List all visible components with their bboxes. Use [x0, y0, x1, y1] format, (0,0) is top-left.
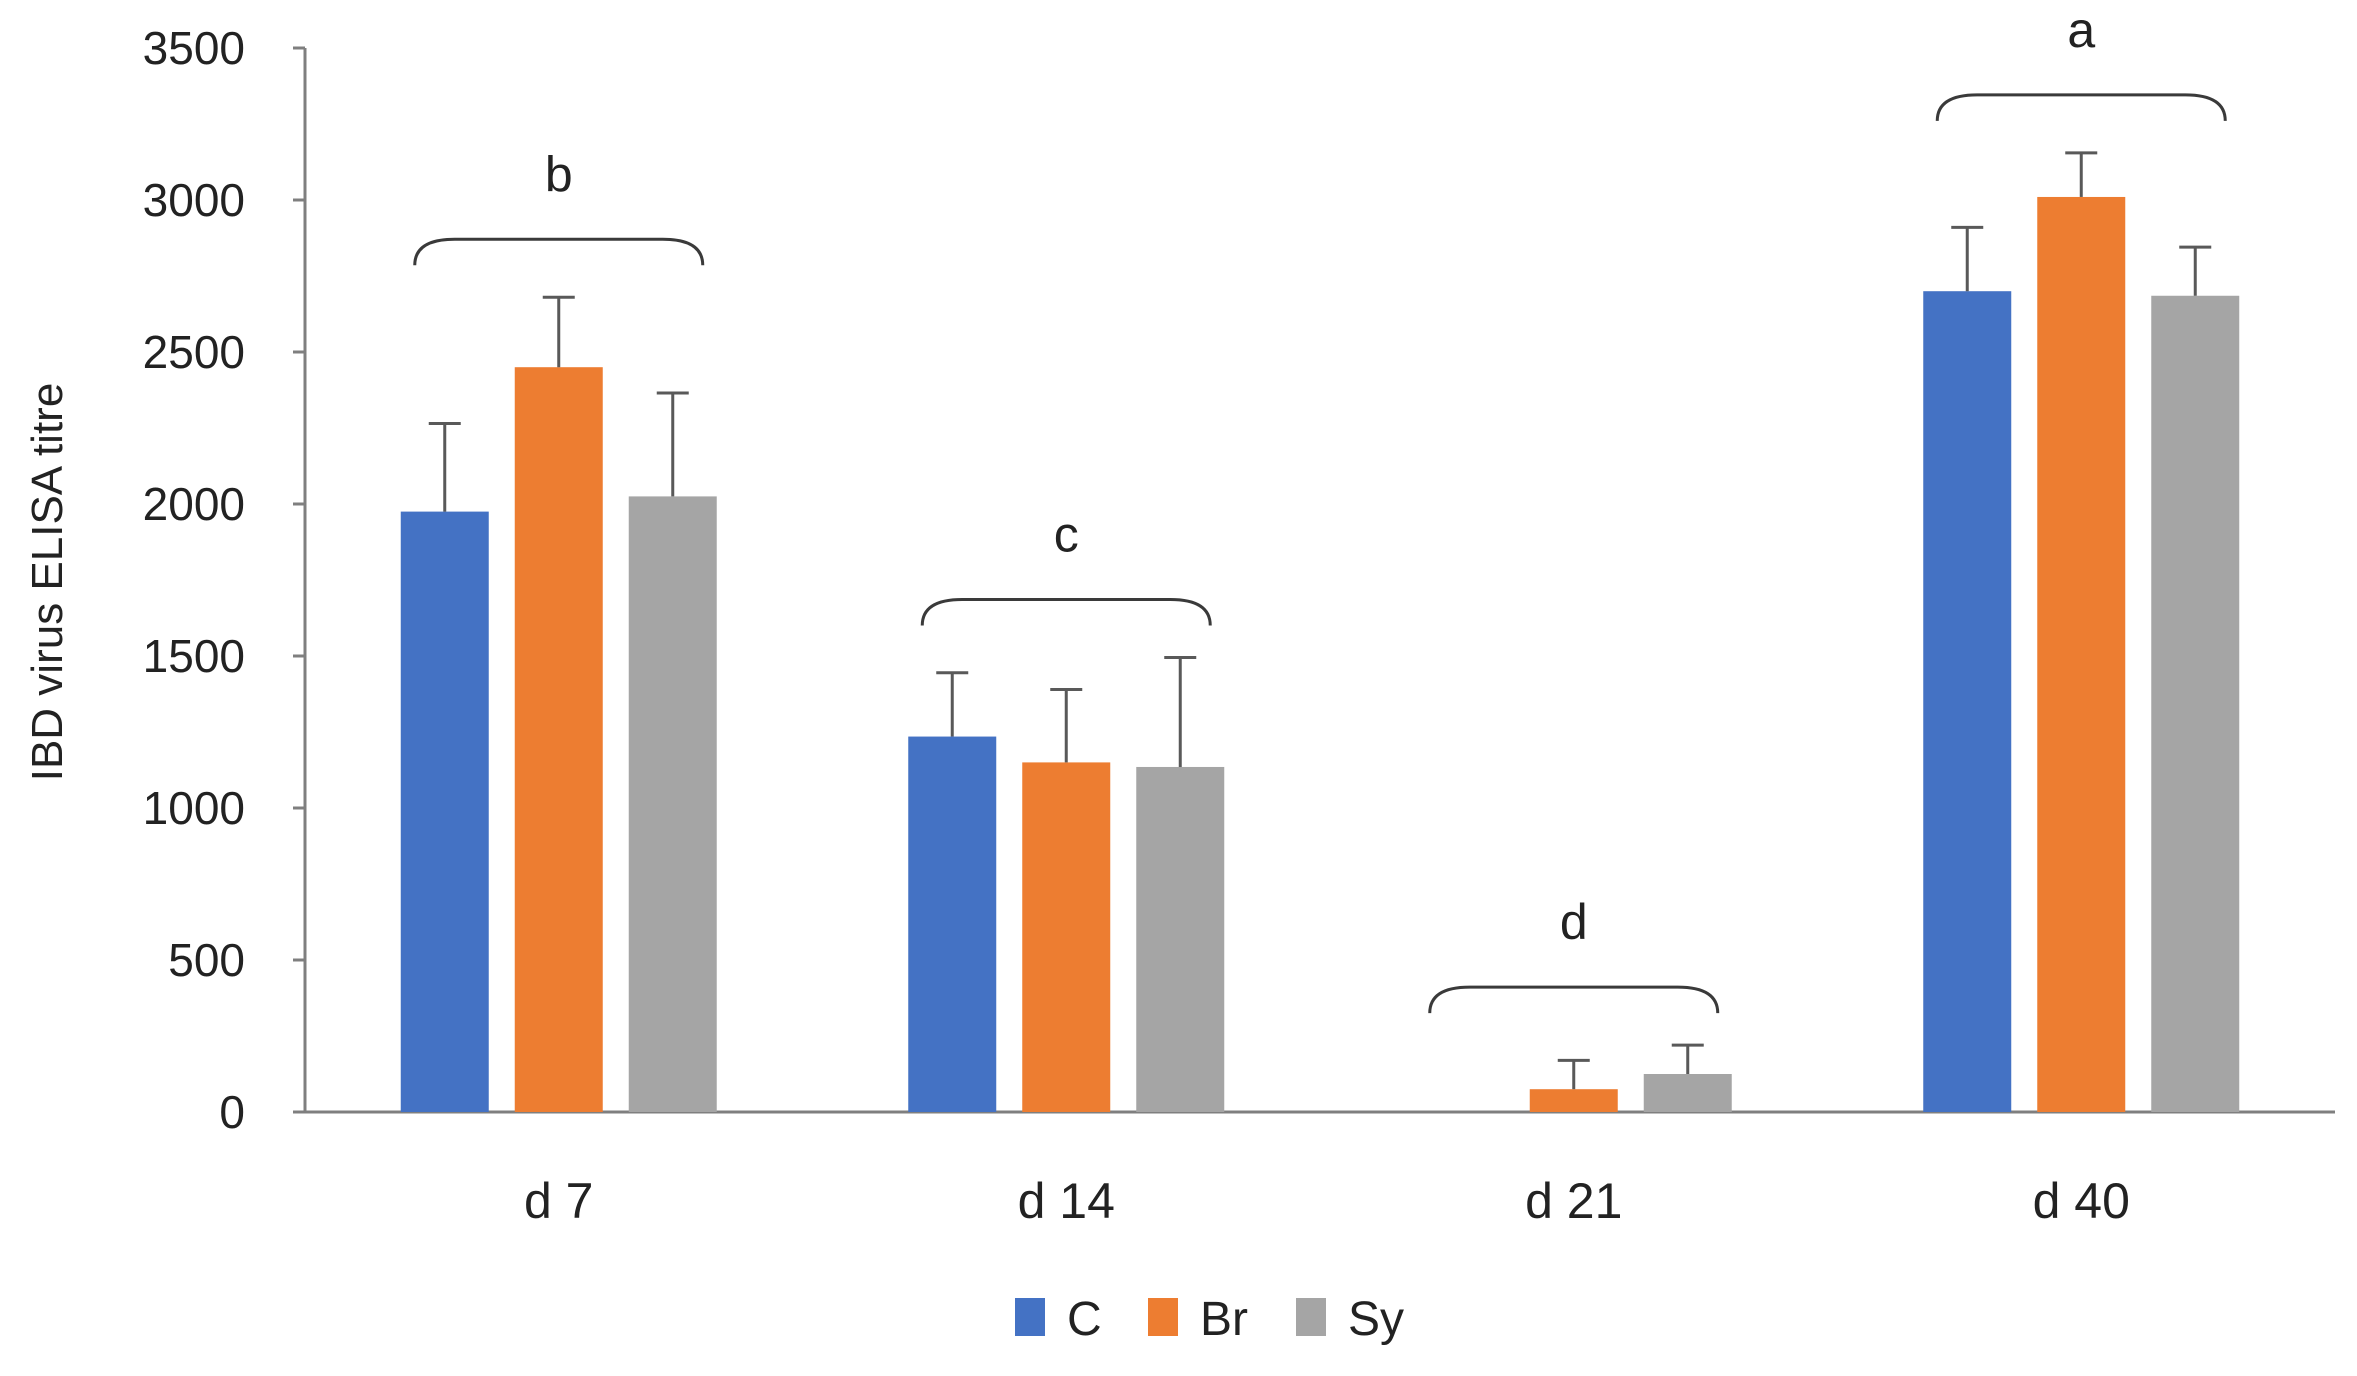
error-bars [428, 151, 2212, 1090]
group-bracket [1428, 985, 1720, 1014]
y-tick-label: 2000 [143, 478, 245, 530]
y-tick-label: 500 [168, 934, 245, 986]
group-bracket [413, 237, 705, 266]
category-label: d 14 [1018, 1173, 1115, 1229]
legend-label-c: C [1067, 1293, 1102, 1346]
category-label: d 21 [1525, 1173, 1622, 1229]
bar-c-d14 [908, 736, 997, 1112]
group-letter: c [1054, 507, 1079, 563]
bar-br-d21 [1529, 1089, 1618, 1112]
category-labels: d 7 d 14 d 21 d 40 [524, 1173, 2130, 1229]
bar-br-d7 [514, 367, 603, 1112]
group-bracket [920, 598, 1212, 626]
group-letter: a [2067, 2, 2095, 58]
legend-swatch-c [1015, 1298, 1045, 1336]
legend-label-br: Br [1200, 1293, 1248, 1346]
y-tick-label: 3000 [143, 174, 245, 226]
y-tick-labels: 0 500 1000 1500 2000 2500 3000 3500 [143, 22, 305, 1138]
bars [400, 196, 2240, 1113]
legend-swatch-br [1148, 1298, 1178, 1336]
legend-swatch-sy [1296, 1298, 1326, 1336]
y-tick-label: 2500 [143, 326, 245, 378]
bar-br-d40 [2037, 196, 2126, 1112]
y-tick-label: 0 [219, 1086, 245, 1138]
legend: C Br Sy [1015, 1293, 1404, 1346]
y-axis-title: IBD virus ELISA titre [23, 383, 72, 782]
group-brackets: b c d a [413, 2, 2227, 1014]
group-letter: d [1560, 894, 1588, 950]
bar-c-d7 [400, 511, 489, 1113]
y-tick-label: 1000 [143, 782, 245, 834]
category-label: d 40 [2033, 1173, 2130, 1229]
bar-sy-d14 [1136, 766, 1225, 1112]
y-tick-label: 3500 [143, 22, 245, 74]
bar-sy-d40 [2151, 295, 2240, 1112]
bar-c-d40 [1923, 291, 2012, 1112]
category-label: d 7 [524, 1173, 594, 1229]
y-tick-label: 1500 [143, 630, 245, 682]
bar-sy-d7 [628, 496, 717, 1112]
bar-sy-d21 [1643, 1074, 1732, 1112]
legend-label-sy: Sy [1348, 1293, 1404, 1346]
group-bracket [1935, 93, 2227, 121]
bar-br-d14 [1022, 762, 1111, 1112]
group-letter: b [545, 146, 573, 202]
